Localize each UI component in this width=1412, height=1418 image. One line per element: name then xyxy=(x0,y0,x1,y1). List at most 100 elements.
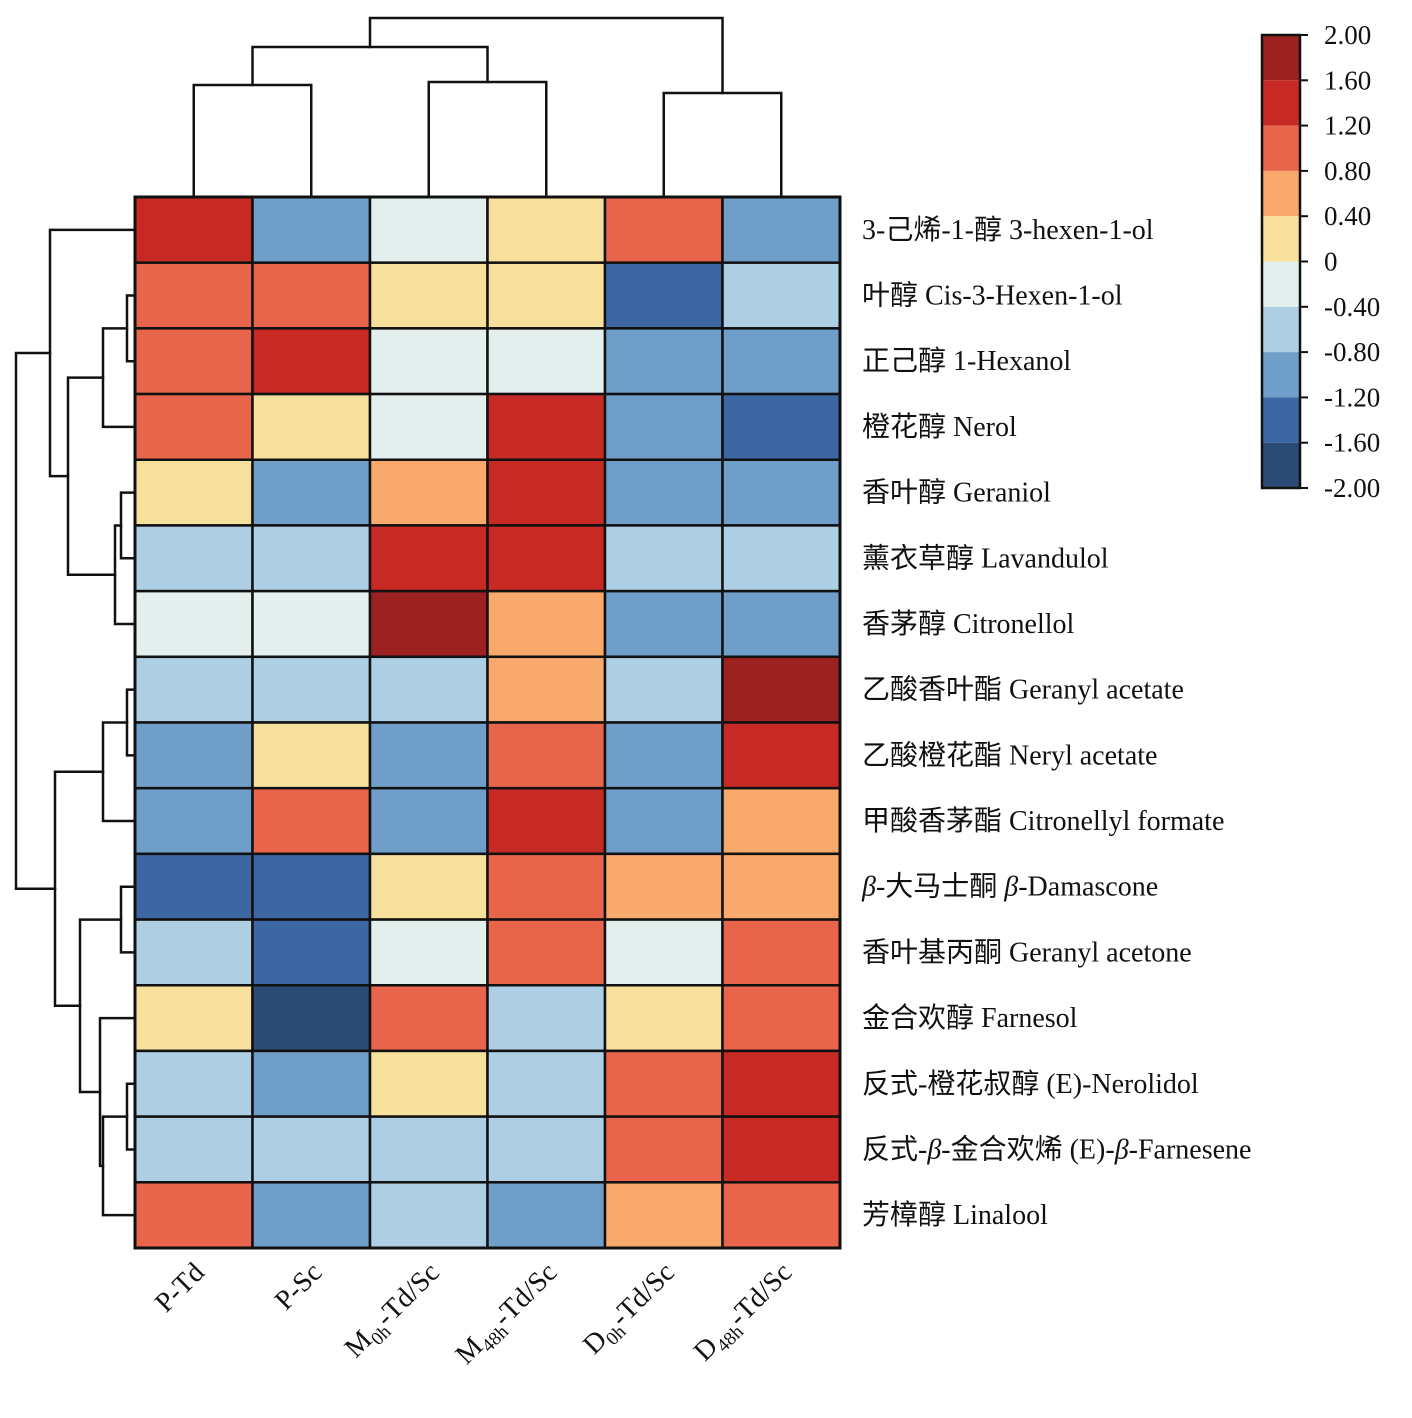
heatmap-cell xyxy=(133,786,254,856)
heatmap-cell xyxy=(133,655,254,724)
heatmap-cell xyxy=(133,392,254,461)
heatmap-cell xyxy=(721,1049,842,1118)
heatmap-cell xyxy=(603,655,724,724)
colorbar: 2.00 1.60 1.20 0.80 0.40 0 -0.40 -0.80 -1.20 -1.6… xyxy=(1260,20,1380,503)
heatmap-cell xyxy=(368,589,489,659)
heatmap-cell xyxy=(251,261,372,330)
heatmap-cell xyxy=(721,589,842,659)
heatmap-cell xyxy=(603,195,724,264)
heatmap-border xyxy=(133,195,842,1250)
heatmap-cell xyxy=(486,918,607,987)
colorbar-tick-label: -0.40 xyxy=(1324,292,1380,322)
heatmap-cell xyxy=(368,458,489,527)
heatmap-cell xyxy=(603,1181,724,1250)
heatmap-cell xyxy=(133,1115,254,1184)
heatmap-cell xyxy=(251,1181,372,1250)
column-label: M48h-Td/Sc xyxy=(450,1257,567,1374)
column-label: D0h-Td/Sc xyxy=(577,1257,684,1364)
column-label-text: M48h-Td/Sc xyxy=(450,1257,567,1374)
heatmap-cell xyxy=(721,786,842,856)
heatmap-cell xyxy=(721,1115,842,1184)
column-dendrogram-link xyxy=(368,16,724,95)
column-dendrogram-link xyxy=(251,45,489,87)
column-labels: P-Td P-ScM0h-Td/ScM48h-Td/ScD0h-Td/ScD48h… xyxy=(149,1257,798,1374)
heatmap-cell xyxy=(486,721,607,790)
heatmap-cell xyxy=(486,327,607,396)
colorbar-bin xyxy=(1262,306,1300,353)
row-label: 乙酸橙花酯 Neryl acetate xyxy=(862,739,1157,771)
row-label: 香叶基丙酮 Geranyl acetone xyxy=(862,936,1192,968)
row-label: 甲酸香茅酯 Citronellyl formate xyxy=(862,805,1224,837)
heatmap-cell xyxy=(251,786,372,856)
heatmap-cell xyxy=(603,589,724,659)
heatmap-cell xyxy=(721,327,842,396)
heatmap-cell xyxy=(368,195,489,264)
heatmap-cell xyxy=(603,918,724,987)
heatmap-cell xyxy=(133,721,254,790)
heatmap-cell xyxy=(368,655,489,724)
column-dendrogram-link xyxy=(427,80,548,199)
colorbar-tick-label: 1.60 xyxy=(1324,65,1371,95)
heatmap-cell xyxy=(251,327,372,396)
row-dendrogram xyxy=(14,228,137,1217)
row-dendrogram-link xyxy=(101,721,137,823)
heatmap-cell xyxy=(603,458,724,527)
row-label: 反式-β-金合欢烯 (E)-β-Farnesene xyxy=(862,1133,1251,1165)
heatmap-cell xyxy=(486,261,607,330)
column-label-text: P-Sc xyxy=(269,1257,328,1316)
column-label-text: D0h-Td/Sc xyxy=(577,1257,684,1364)
heatmap-cell xyxy=(368,1049,489,1118)
heatmap-cell xyxy=(603,392,724,461)
heatmap-cell xyxy=(251,195,372,264)
heatmap-cell xyxy=(133,1181,254,1250)
heatmap-cell xyxy=(251,458,372,527)
heatmap-cell xyxy=(721,524,842,593)
colorbar-bin xyxy=(1262,261,1300,307)
heatmap-cell xyxy=(368,1115,489,1184)
row-label: 反式-橙花叔醇 (E)-Nerolidol xyxy=(862,1067,1199,1099)
row-dendrogram-link xyxy=(113,524,137,626)
colorbar-tick-label: 2.00 xyxy=(1324,20,1371,50)
heatmap-cell xyxy=(486,524,607,593)
heatmap-cell xyxy=(133,984,254,1053)
heatmap-cell xyxy=(368,852,489,921)
heatmap-cell xyxy=(368,786,489,856)
row-dendrogram-link xyxy=(101,327,137,429)
colorbar-tick-label: 0.80 xyxy=(1324,156,1371,186)
heatmap-cell xyxy=(486,392,607,461)
heatmap-cell xyxy=(486,195,607,264)
heatmap-cell xyxy=(721,195,842,264)
heatmap-grid xyxy=(133,195,842,1250)
heatmap-cell xyxy=(133,852,254,921)
column-label: M0h-Td/Sc xyxy=(339,1257,446,1364)
heatmap-cell xyxy=(603,721,724,790)
row-label: 3-己烯-1-醇 3-hexen-1-ol xyxy=(862,213,1154,245)
heatmap-cell xyxy=(486,458,607,527)
heatmap-cell xyxy=(133,589,254,659)
heatmap-cell xyxy=(486,984,607,1053)
row-label: β-大马士酮 β-Damascone xyxy=(861,870,1158,902)
colorbar-bin xyxy=(1262,397,1300,443)
colorbar-bin xyxy=(1262,80,1300,126)
heatmap-cell xyxy=(251,655,372,724)
heatmap-cell xyxy=(486,852,607,921)
row-dendrogram-link xyxy=(101,1115,137,1217)
heatmap-cell xyxy=(721,458,842,527)
heatmap-cell xyxy=(721,1181,842,1250)
colorbar-tick-label: 1.20 xyxy=(1324,111,1371,141)
heatmap-cell xyxy=(721,918,842,987)
heatmap-cell xyxy=(133,1049,254,1118)
heatmap-cell xyxy=(486,1115,607,1184)
row-dendrogram-link xyxy=(119,885,137,954)
heatmap-cell xyxy=(603,786,724,856)
colorbar-bin xyxy=(1262,216,1300,262)
row-label: 正己醇 1-Hexanol xyxy=(862,345,1071,377)
heatmap-cell xyxy=(721,261,842,330)
row-dendrogram-link xyxy=(119,491,137,560)
heatmap-cell xyxy=(486,589,607,659)
row-dendrogram-link xyxy=(66,376,117,576)
heatmap-cell xyxy=(721,655,842,724)
row-label: 橙花醇 Nerol xyxy=(862,410,1017,442)
heatmap-cell xyxy=(368,918,489,987)
